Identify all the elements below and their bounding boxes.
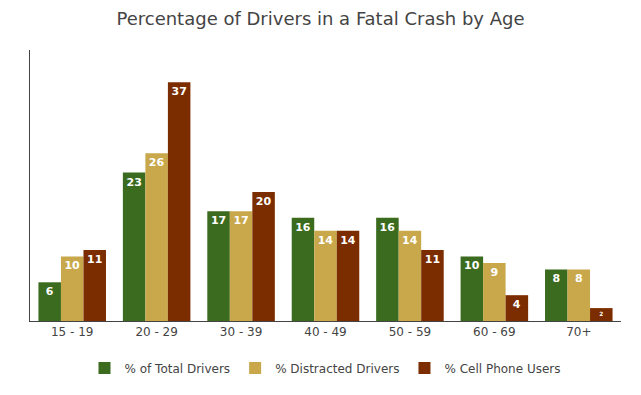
svg-text:8: 8 (575, 272, 583, 285)
svg-text:6: 6 (46, 285, 54, 298)
svg-text:Percentage of Drivers in a Fat: Percentage of Drivers in a Fatal Crash b… (116, 8, 524, 29)
svg-text:70+: 70+ (566, 325, 591, 339)
svg-text:16: 16 (295, 221, 311, 234)
svg-text:23: 23 (126, 176, 141, 189)
svg-text:% Cell Phone Users: % Cell Phone Users (444, 362, 560, 376)
svg-text:15 - 19: 15 - 19 (51, 325, 94, 339)
svg-text:11: 11 (425, 253, 440, 266)
svg-text:% Distracted Drivers: % Distracted Drivers (275, 362, 399, 376)
svg-text:26: 26 (149, 156, 165, 169)
svg-text:11: 11 (87, 253, 102, 266)
svg-text:37: 37 (171, 85, 186, 98)
svg-text:10: 10 (464, 259, 480, 272)
svg-text:10: 10 (64, 259, 80, 272)
svg-text:20 - 29: 20 - 29 (135, 325, 178, 339)
svg-text:20: 20 (256, 195, 272, 208)
svg-text:50 - 59: 50 - 59 (389, 325, 432, 339)
svg-text:60 - 69: 60 - 69 (473, 325, 516, 339)
svg-text:2: 2 (599, 311, 603, 317)
svg-text:9: 9 (491, 266, 499, 279)
svg-text:17: 17 (211, 214, 226, 227)
svg-text:16: 16 (380, 221, 396, 234)
svg-text:30 - 39: 30 - 39 (220, 325, 263, 339)
svg-text:8: 8 (552, 272, 560, 285)
svg-text:4: 4 (513, 298, 521, 311)
svg-text:40 - 49: 40 - 49 (304, 325, 347, 339)
svg-text:14: 14 (318, 234, 334, 247)
svg-text:14: 14 (402, 234, 418, 247)
svg-text:% of Total Drivers: % of Total Drivers (125, 362, 231, 376)
svg-text:17: 17 (233, 214, 248, 227)
svg-text:14: 14 (340, 234, 356, 247)
